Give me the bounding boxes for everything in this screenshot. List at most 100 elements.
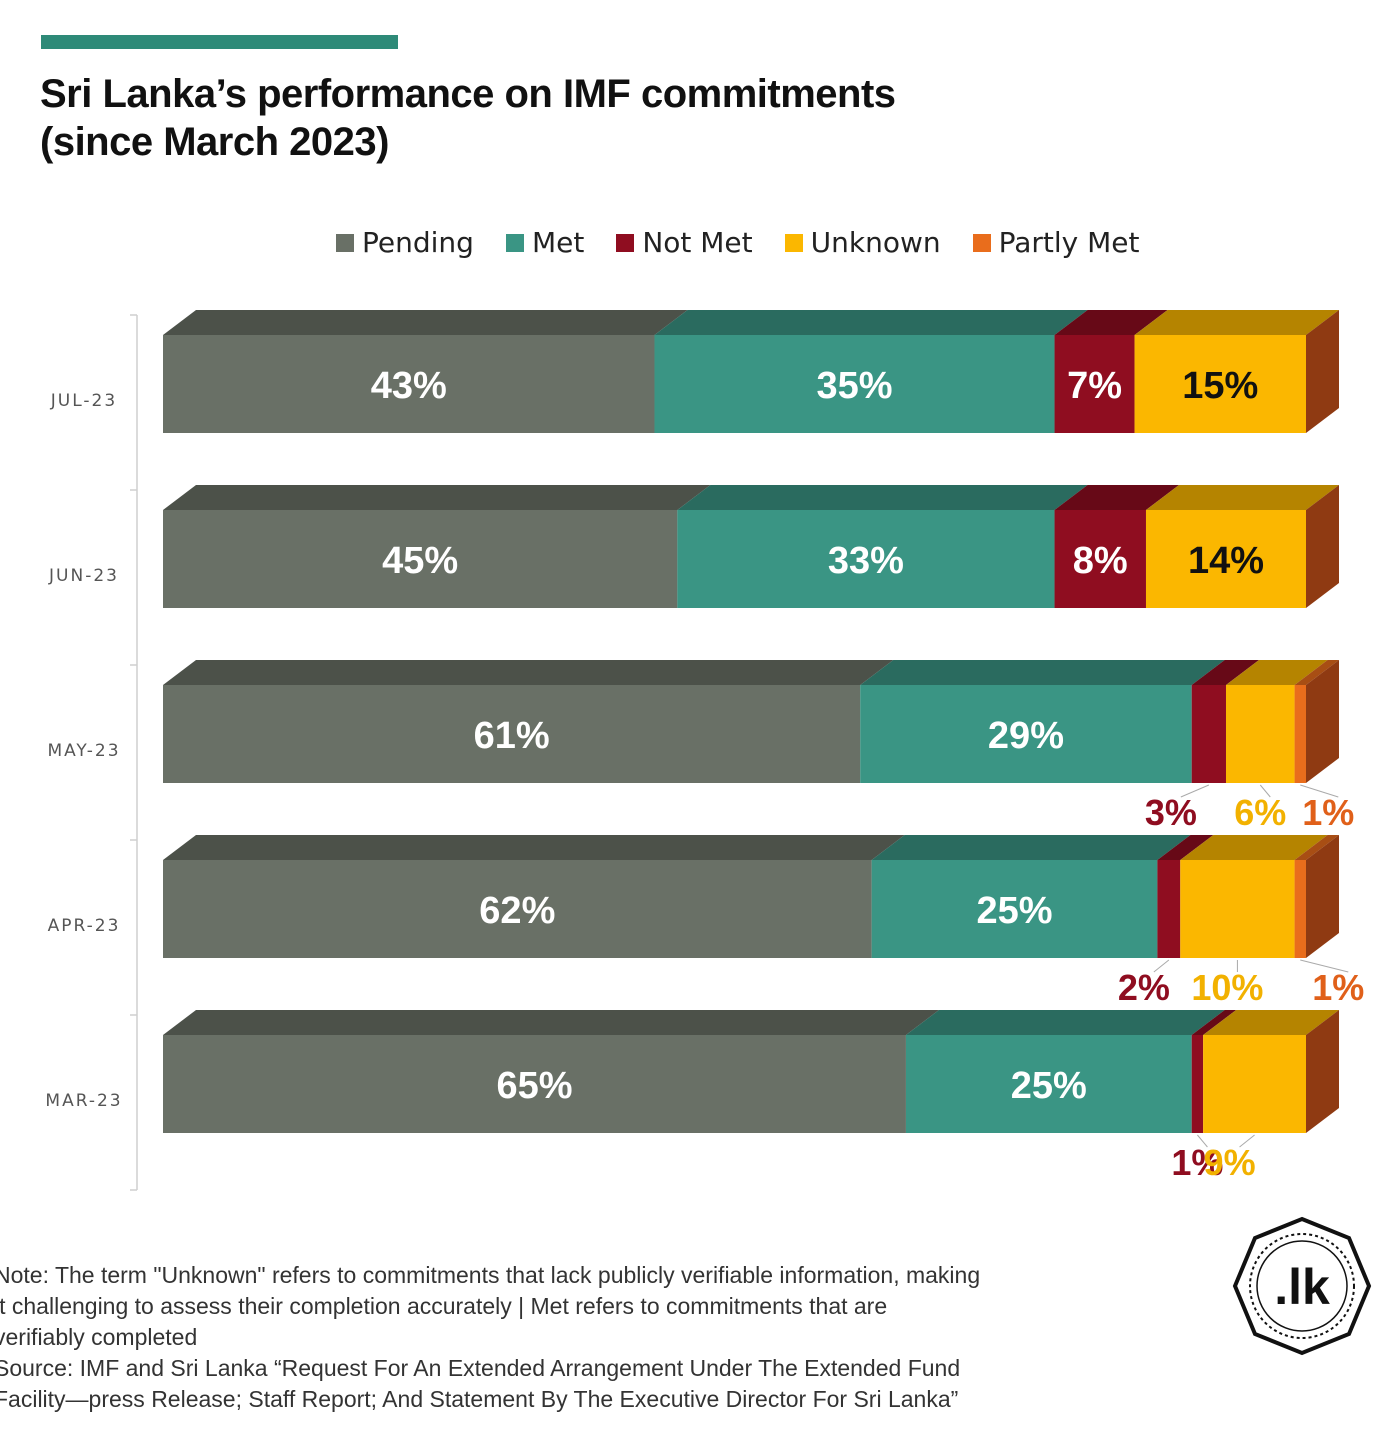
bar-segment: [163, 1035, 906, 1133]
leader-line: [1197, 1134, 1208, 1148]
bar-side-face: [1306, 835, 1339, 958]
bar-side-face: [1306, 310, 1339, 433]
bar-segment: [1157, 860, 1181, 958]
legend: Pending Met Not Met Unknown Partly Met: [336, 226, 1140, 259]
source-line-2: Facility—press Release; Staff Report; An…: [0, 1386, 959, 1412]
bar-top-face: [163, 310, 688, 335]
data-label-outside: 6%: [1234, 792, 1286, 833]
legend-item-met: Met: [505, 226, 585, 259]
bar-top-face: [905, 1010, 1225, 1035]
data-label: 7%: [1067, 365, 1122, 407]
bar-top-face: [860, 660, 1225, 685]
bar-side-face: [1306, 485, 1339, 608]
note-line-3: verifiably completed: [0, 1324, 198, 1350]
bar-top-face: [1145, 485, 1339, 510]
bar-top-face: [163, 660, 894, 685]
y-tick-label: MAR-23: [45, 1091, 122, 1111]
bar-top-face: [677, 485, 1088, 510]
logo-text: .lk: [1274, 1259, 1330, 1315]
legend-item-not-met: Not Met: [616, 226, 753, 259]
bar-top-face: [1225, 660, 1328, 685]
data-label: 8%: [1073, 540, 1128, 582]
legend-label: Not Met: [642, 226, 753, 259]
data-label-outside: 1%: [1312, 967, 1364, 1008]
legend-label: Unknown: [810, 226, 941, 259]
legend-label: Met: [531, 226, 585, 259]
bar-top-face: [871, 835, 1191, 860]
legend-swatch: [505, 233, 524, 252]
bar-segment: [1225, 685, 1295, 783]
data-label: 43%: [371, 365, 447, 407]
bar-segment: [1294, 685, 1306, 783]
legend-label: Partly Met: [998, 226, 1140, 259]
logo-badge-outline: [1232, 1216, 1372, 1356]
leader-line: [1180, 784, 1210, 798]
data-label-outside: 1%: [1171, 1142, 1223, 1183]
y-tick-label: APR-23: [48, 916, 121, 936]
legend-label: Pending: [362, 226, 474, 259]
bar-top-face: [1294, 835, 1339, 860]
title-line-1: Sri Lanka’s performance on IMF commitmen…: [40, 72, 896, 116]
data-label: 15%: [1182, 365, 1258, 407]
y-tick-label: JUN-23: [48, 566, 119, 586]
bar-segment: [1180, 860, 1295, 958]
title-line-2: (since March 2023): [40, 120, 389, 164]
leader-line: [1259, 784, 1271, 798]
bar-top-face: [163, 835, 905, 860]
bar-segment: [163, 685, 861, 783]
bar-segment: [163, 335, 655, 433]
legend-swatch: [972, 233, 991, 252]
bar-side-face: [1306, 660, 1339, 783]
legend-item-unknown: Unknown: [784, 226, 941, 259]
data-label: 45%: [382, 540, 458, 582]
data-label: 33%: [828, 540, 904, 582]
bar-top-face: [163, 1010, 939, 1035]
bar-segment: [1054, 335, 1135, 433]
y-tick-label: MAY-23: [47, 741, 120, 761]
data-label: 29%: [988, 715, 1064, 757]
chart-title: Sri Lanka’s performance on IMF commitmen…: [40, 70, 896, 166]
legend-swatch: [336, 233, 354, 252]
lk-logo: .lk: [1232, 1216, 1372, 1356]
bar-segment: [1145, 510, 1306, 608]
bar-top-face: [1054, 485, 1179, 510]
leader-line: [1153, 959, 1170, 973]
data-label-outside: 1%: [1302, 792, 1354, 833]
data-label-outside: 3%: [1145, 792, 1197, 833]
leader-line: [1300, 784, 1339, 798]
legend-swatch: [616, 233, 635, 252]
bar-top-face: [163, 485, 711, 510]
stacked-bar-chart: JUL-23 43% 35% 7% 15% JUN-23 45% 33% 8% 14% MAY-23…: [45, 310, 1364, 1191]
data-label: 65%: [496, 1065, 572, 1107]
bar-segment: [1191, 685, 1226, 783]
bar-segment: [1191, 1035, 1204, 1133]
source-line-1: Source: IMF and Sri Lanka “Request For A…: [0, 1355, 961, 1381]
data-label: 25%: [977, 890, 1053, 932]
bar-side-face: [1306, 1010, 1339, 1133]
data-label: 35%: [816, 365, 892, 407]
bar-segment: [1134, 335, 1306, 433]
legend-item-pending: Pending: [336, 226, 474, 259]
bar-segment: [1294, 860, 1306, 958]
footnotes: Note: The term "Unknown" refers to commi…: [0, 1260, 1094, 1415]
bar-segment: [860, 685, 1192, 783]
logo-inner-ring-2: [1256, 1240, 1348, 1332]
bar-segment: [677, 510, 1055, 608]
bar-segment: [1054, 510, 1146, 608]
bar-top-face: [1180, 835, 1328, 860]
bar-top-face: [1157, 835, 1214, 860]
data-label-outside: 9%: [1204, 1142, 1256, 1183]
leader-line: [1300, 959, 1349, 973]
accent-rule: [41, 35, 398, 49]
bar-top-face: [1134, 310, 1339, 335]
bar-top-face: [654, 310, 1088, 335]
bar-segment: [163, 860, 872, 958]
legend-item-partly-met: Partly Met: [972, 226, 1140, 259]
data-label: 25%: [1011, 1065, 1087, 1107]
data-label: 62%: [479, 890, 555, 932]
bar-top-face: [1191, 1010, 1237, 1035]
logo-inner-ring: [1249, 1233, 1355, 1339]
note-line-2: it challenging to assess their completio…: [0, 1293, 888, 1319]
bar-top-face: [1054, 310, 1168, 335]
leader-line: [1239, 1134, 1255, 1148]
